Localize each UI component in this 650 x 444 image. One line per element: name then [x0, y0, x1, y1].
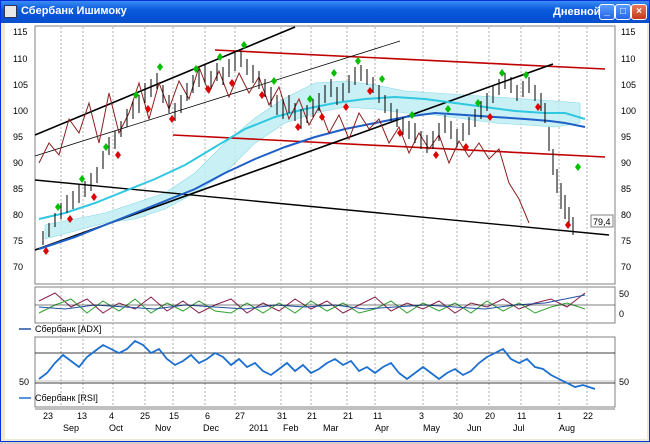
svg-text:Feb: Feb — [283, 423, 299, 433]
svg-text:Sep: Sep — [63, 423, 79, 433]
svg-text:95: 95 — [621, 132, 631, 142]
svg-text:4: 4 — [109, 411, 114, 421]
svg-text:70: 70 — [13, 262, 23, 272]
price-bars[interactable] — [42, 51, 574, 245]
buy-signals[interactable] — [55, 41, 581, 211]
rsi-legend-label: Сбербанк [RSI] — [35, 393, 98, 403]
svg-text:85: 85 — [621, 184, 631, 194]
svg-text:Oct: Oct — [109, 423, 124, 433]
svg-text:Jun: Jun — [467, 423, 482, 433]
svg-text:85: 85 — [13, 184, 23, 194]
price-panel[interactable] — [34, 25, 616, 285]
svg-text:Mar: Mar — [323, 423, 339, 433]
svg-text:Aug: Aug — [559, 423, 575, 433]
svg-text:31: 31 — [277, 411, 287, 421]
adx-tick-0: 0 — [619, 309, 624, 319]
svg-text:75: 75 — [13, 236, 23, 246]
svg-text:100: 100 — [13, 106, 28, 116]
svg-text:115: 115 — [621, 27, 635, 37]
svg-text:70: 70 — [621, 262, 631, 272]
svg-text:25: 25 — [140, 411, 150, 421]
svg-text:1: 1 — [557, 411, 562, 421]
channel-upper-line[interactable] — [214, 49, 606, 70]
svg-text:30: 30 — [453, 411, 463, 421]
svg-text:23: 23 — [43, 411, 53, 421]
chart-svg[interactable]: 79,4 115 110 105 100 95 90 85 80 75 70 1… — [5, 23, 647, 439]
svg-text:20: 20 — [485, 411, 495, 421]
last-price-label: 79,4 — [593, 217, 611, 227]
x-axis-months: Sep Oct Nov Dec 2011 Feb Mar Apr May Jun… — [63, 423, 575, 433]
rsi-panel[interactable] — [34, 336, 616, 408]
svg-text:110: 110 — [621, 54, 635, 64]
svg-text:100: 100 — [621, 106, 636, 116]
svg-text:110: 110 — [13, 54, 27, 64]
trend-line-upper[interactable] — [34, 26, 296, 136]
sell-signals[interactable] — [43, 79, 571, 255]
svg-text:Apr: Apr — [375, 423, 389, 433]
channel-lower-line[interactable] — [172, 134, 606, 158]
svg-text:115: 115 — [13, 27, 27, 37]
svg-text:3: 3 — [419, 411, 424, 421]
svg-text:27: 27 — [235, 411, 245, 421]
trend-line-mid[interactable] — [34, 40, 401, 157]
price-y-axis-left: 115 110 105 100 95 90 85 80 75 70 — [13, 27, 28, 272]
svg-text:105: 105 — [621, 80, 636, 90]
svg-text:95: 95 — [13, 132, 23, 142]
svg-text:21: 21 — [343, 411, 353, 421]
app-icon[interactable] — [4, 5, 17, 18]
svg-text:13: 13 — [77, 411, 87, 421]
adx-minus-line[interactable] — [38, 298, 586, 314]
svg-text:75: 75 — [621, 236, 631, 246]
rsi-tick-50-right: 50 — [619, 377, 629, 387]
svg-text:90: 90 — [13, 158, 23, 168]
maximize-button[interactable]: □ — [615, 4, 631, 20]
svg-text:2011: 2011 — [249, 423, 268, 433]
rsi-tick-50-left: 50 — [19, 377, 29, 387]
window-title: Сбербанк Ишимоку — [21, 5, 127, 17]
svg-text:Dec: Dec — [203, 423, 220, 433]
title-bar[interactable]: Сбербанк Ишимоку Дневной _ □ × — [1, 1, 649, 23]
svg-text:105: 105 — [13, 80, 28, 90]
svg-text:Nov: Nov — [155, 423, 172, 433]
x-axis-days: 23 13 4 25 15 6 27 31 21 21 11 3 30 20 1… — [43, 411, 593, 421]
minimize-button[interactable]: _ — [599, 4, 615, 20]
chart-area[interactable]: 79,4 115 110 105 100 95 90 85 80 75 70 1… — [5, 23, 647, 439]
svg-text:6: 6 — [205, 411, 210, 421]
svg-text:15: 15 — [169, 411, 179, 421]
svg-text:80: 80 — [621, 210, 631, 220]
svg-text:90: 90 — [621, 158, 631, 168]
rsi-line[interactable] — [38, 339, 596, 390]
close-button[interactable]: × — [631, 4, 647, 20]
adx-line[interactable] — [38, 294, 586, 310]
period-label: Дневной — [553, 6, 601, 18]
adx-tick-50: 50 — [619, 289, 629, 299]
svg-text:22: 22 — [583, 411, 593, 421]
svg-text:May: May — [423, 423, 441, 433]
svg-text:11: 11 — [517, 411, 526, 421]
price-y-axis-right: 115 110 105 100 95 90 85 80 75 70 — [621, 27, 636, 272]
svg-text:11: 11 — [373, 411, 382, 421]
last-price-box — [590, 214, 614, 228]
ma-long-line[interactable] — [38, 111, 586, 250]
svg-text:21: 21 — [307, 411, 317, 421]
svg-text:Jul: Jul — [513, 423, 525, 433]
svg-text:80: 80 — [13, 210, 23, 220]
adx-legend-label: Сбербанк [ADX] — [35, 324, 101, 334]
ma-mid-line[interactable] — [38, 95, 586, 220]
